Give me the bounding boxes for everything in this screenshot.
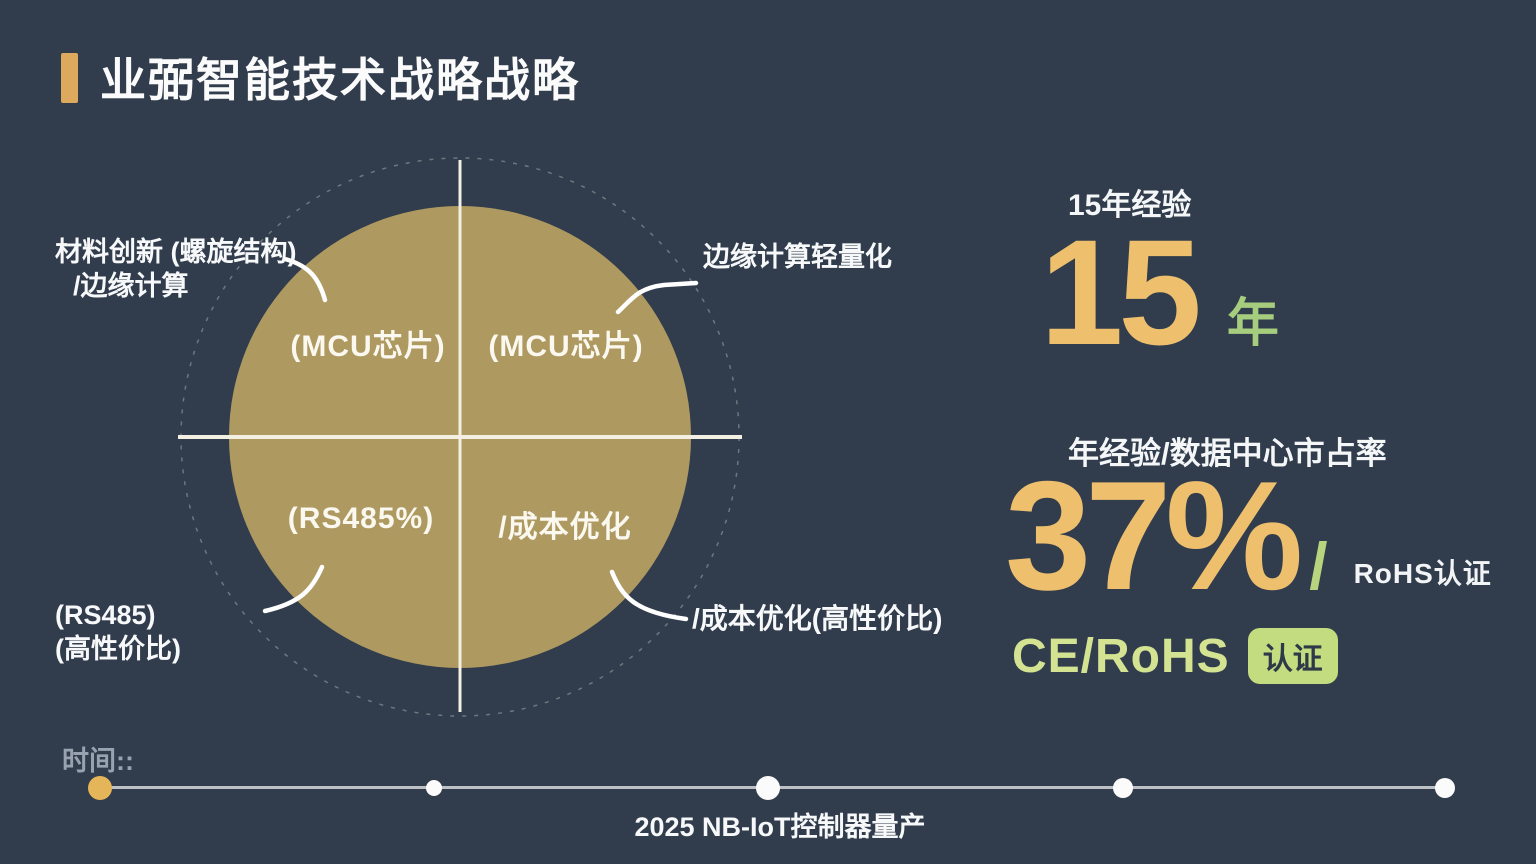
quadrant-label-bottom-right: /成本优化	[498, 511, 632, 544]
callout-connector-bottom-left	[262, 564, 325, 614]
callout-bottom-left-line1: (RS485)	[55, 600, 156, 630]
callout-top-left: 材料创新 (螺旋结构) /边缘计算	[55, 236, 296, 304]
market-share-stat-value: 37%	[1005, 449, 1303, 622]
page-title: 业弼智能技术战略战略	[100, 54, 580, 106]
certification-badge: 认证	[1247, 628, 1338, 684]
callout-bottom-right: /成本优化(高性价比)	[692, 603, 943, 634]
certification-stat: CE/RoHS 认证	[1012, 628, 1338, 684]
experience-stat-label: 15年经验	[1068, 189, 1192, 222]
experience-stat: 15 年	[1040, 208, 1279, 376]
callout-bottom-left-line2: (高性价比)	[55, 633, 181, 664]
callout-bottom-left: (RS485) (高性价比)	[55, 599, 181, 667]
timeline-dot-milestone[interactable]	[756, 776, 780, 800]
callout-connector-top-left	[282, 256, 328, 303]
callout-top-left-line1: 材料创新 (螺旋结构)	[55, 237, 297, 267]
experience-stat-unit: 年	[1226, 295, 1279, 353]
market-share-stat-label: 年经验/数据中心市占率	[1068, 436, 1387, 471]
quadrant-label-bottom-left: (RS485%)	[287, 502, 435, 535]
quadrant-diagram	[178, 157, 742, 717]
callout-connector-top-right	[615, 280, 699, 315]
experience-stat-value: 15	[1040, 208, 1202, 376]
callout-top-right: 边缘计算轻量化	[703, 242, 892, 272]
timeline-label: 时间::	[62, 746, 134, 776]
quadrant-label-top-left: (MCU芯片)	[290, 330, 446, 363]
timeline-dot[interactable]	[1435, 778, 1455, 798]
timeline-dot[interactable]	[426, 780, 442, 796]
market-share-stat: 37% / RoHS认证	[1005, 449, 1492, 622]
market-share-separator: /	[1309, 529, 1328, 603]
callout-top-left-line2: /边缘计算	[73, 270, 189, 301]
timeline-dot-active[interactable]	[88, 776, 112, 800]
timeline-milestone-label: 2025 NB-IoT控制器量产	[634, 812, 926, 842]
callout-connector-bottom-right	[609, 569, 689, 622]
quadrant-label-top-right: (MCU芯片)	[488, 330, 644, 363]
rohs-note-label: RoHS认证	[1353, 558, 1492, 589]
title-accent-bar	[61, 53, 78, 103]
certification-value: CE/RoHS	[1012, 629, 1230, 683]
timeline-dot[interactable]	[1113, 778, 1133, 798]
